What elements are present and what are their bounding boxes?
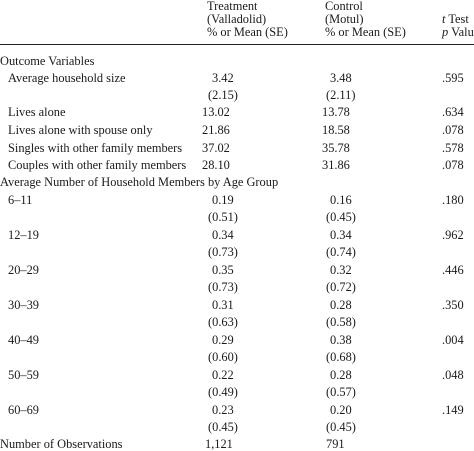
observations-treatment: 1,121 xyxy=(205,437,233,451)
treatment-se: (0.60) xyxy=(208,350,238,364)
ttest-header-line2: p Value xyxy=(442,25,474,39)
control-se: (2.11) xyxy=(326,88,356,102)
treatment-value: 0.31 xyxy=(212,298,234,312)
treatment-value: 3.42 xyxy=(212,71,234,85)
p-value: .048 xyxy=(442,368,464,382)
control-value: 0.28 xyxy=(330,298,352,312)
treatment-value: 0.19 xyxy=(212,193,234,207)
control-value: 31.86 xyxy=(322,158,350,172)
treatment-se: (2.15) xyxy=(208,88,238,102)
row-label: 30–39 xyxy=(8,298,39,312)
treatment-value: 0.35 xyxy=(212,263,234,277)
control-value: 18.58 xyxy=(322,123,350,137)
control-value: 0.28 xyxy=(330,368,352,382)
control-value: 3.48 xyxy=(330,71,352,85)
p-value: .078 xyxy=(442,123,464,137)
p-value: .446 xyxy=(442,263,464,277)
treatment-value: 0.29 xyxy=(212,333,234,347)
p-value: .634 xyxy=(442,105,464,119)
p-value: .004 xyxy=(442,333,464,347)
row-label: 12–19 xyxy=(8,228,39,242)
control-se: (0.45) xyxy=(326,420,356,434)
control-value: 0.32 xyxy=(330,263,352,277)
p-value: .180 xyxy=(442,193,464,207)
control-se: (0.72) xyxy=(326,280,356,294)
treatment-value: 13.02 xyxy=(202,105,230,119)
p-value: .149 xyxy=(442,403,464,417)
treatment-value: 0.22 xyxy=(212,368,234,382)
p-value: .962 xyxy=(442,228,464,242)
observations-label: Number of Observations xyxy=(0,437,123,451)
control-value: 0.38 xyxy=(330,333,352,347)
row-label: Lives alone with spouse only xyxy=(8,123,153,137)
control-se: (0.74) xyxy=(326,245,356,259)
control-se: (0.68) xyxy=(326,350,356,364)
treatment-se: (0.73) xyxy=(208,280,238,294)
row-label: Lives alone xyxy=(8,105,66,119)
treatment-value: 21.86 xyxy=(202,123,230,137)
treatment-se: (0.73) xyxy=(208,245,238,259)
control-header-line2: (Motul) xyxy=(325,12,364,26)
treatment-se: (0.49) xyxy=(208,385,238,399)
ttest-header-line1: t Test xyxy=(442,12,469,26)
p-value: .078 xyxy=(442,158,464,172)
observations-control: 791 xyxy=(326,437,345,451)
control-header-line1: Control xyxy=(325,0,363,13)
row-label: Average household size xyxy=(8,71,126,85)
treatment-se: (0.51) xyxy=(208,210,238,224)
row-label: 6–11 xyxy=(8,193,33,207)
control-value: 0.20 xyxy=(330,403,352,417)
treatment-value: 37.02 xyxy=(202,141,230,155)
treatment-header-line2: (Valladolid) xyxy=(207,12,267,26)
row-label: Singles with other family members xyxy=(8,141,183,155)
control-se: (0.57) xyxy=(326,385,356,399)
section-age-group: Average Number of Household Members by A… xyxy=(0,175,279,189)
treatment-header-line1: Treatment xyxy=(207,0,258,13)
treatment-se: (0.63) xyxy=(208,315,238,329)
p-value: .578 xyxy=(442,141,464,155)
row-label: 50–59 xyxy=(8,368,39,382)
treatment-value: 0.34 xyxy=(212,228,234,242)
treatment-value: 0.23 xyxy=(212,403,234,417)
header-rule xyxy=(0,44,474,45)
control-se: (0.45) xyxy=(326,210,356,224)
treatment-header-line3: % or Mean (SE) xyxy=(207,25,288,39)
control-se: (0.58) xyxy=(326,315,356,329)
control-value: 0.34 xyxy=(330,228,352,242)
control-header-line3: % or Mean (SE) xyxy=(325,25,406,39)
row-label: 60–69 xyxy=(8,403,39,417)
control-value: 35.78 xyxy=(322,141,350,155)
p-value: .350 xyxy=(442,298,464,312)
section-outcome-variables: Outcome Variables xyxy=(0,54,95,68)
control-value: 13.78 xyxy=(322,105,350,119)
treatment-se: (0.45) xyxy=(208,420,238,434)
control-value: 0.16 xyxy=(330,193,352,207)
row-label: 40–49 xyxy=(8,333,39,347)
p-value: .595 xyxy=(442,71,464,85)
treatment-value: 28.10 xyxy=(202,158,230,172)
row-label: Couples with other family members xyxy=(8,158,187,172)
row-label: 20–29 xyxy=(8,263,39,277)
